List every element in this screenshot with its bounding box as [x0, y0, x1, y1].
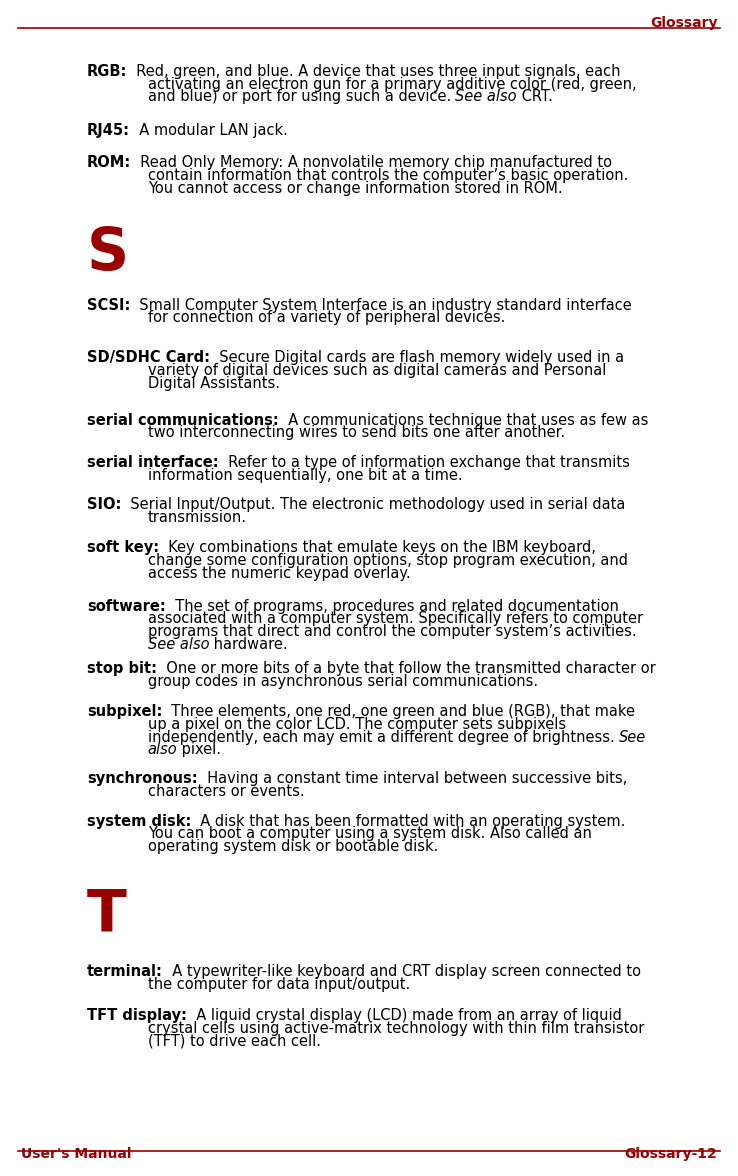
Text: synchronous:: synchronous: — [87, 771, 198, 786]
Text: See also: See also — [148, 636, 210, 652]
Text: CRT.: CRT. — [517, 89, 553, 105]
Text: A communications technique that uses as few as: A communications technique that uses as … — [279, 413, 648, 428]
Text: access the numeric keypad overlay.: access the numeric keypad overlay. — [148, 566, 410, 581]
Text: for connection of a variety of peripheral devices.: for connection of a variety of periphera… — [148, 310, 505, 326]
Text: change some configuration options, stop program execution, and: change some configuration options, stop … — [148, 553, 627, 568]
Text: also: also — [148, 742, 177, 757]
Text: (TFT) to drive each cell.: (TFT) to drive each cell. — [148, 1034, 320, 1049]
Text: Serial Input/Output. The electronic methodology used in serial data: Serial Input/Output. The electronic meth… — [122, 496, 626, 512]
Text: programs that direct and control the computer system’s activities.: programs that direct and control the com… — [148, 624, 636, 639]
Text: Digital Assistants.: Digital Assistants. — [148, 376, 280, 390]
Text: terminal:: terminal: — [87, 964, 163, 980]
Text: serial interface:: serial interface: — [87, 455, 218, 470]
Text: soft key:: soft key: — [87, 541, 159, 555]
Text: Three elements, one red, one green and blue (RGB), that make: Three elements, one red, one green and b… — [162, 704, 635, 720]
Text: Small Computer System Interface is an industry standard interface: Small Computer System Interface is an in… — [131, 298, 632, 313]
Text: variety of digital devices such as digital cameras and Personal: variety of digital devices such as digit… — [148, 363, 606, 379]
Text: A disk that has been formatted with an operating system.: A disk that has been formatted with an o… — [191, 814, 626, 829]
Text: two interconnecting wires to send bits one after another.: two interconnecting wires to send bits o… — [148, 426, 565, 441]
Text: T: T — [87, 887, 127, 943]
Text: RJ45:: RJ45: — [87, 123, 130, 139]
Text: SD/SDHC Card:: SD/SDHC Card: — [87, 350, 210, 366]
Text: up a pixel on the color LCD. The computer sets subpixels: up a pixel on the color LCD. The compute… — [148, 717, 566, 733]
Text: You cannot access or change information stored in ROM.: You cannot access or change information … — [148, 181, 562, 195]
Text: system disk:: system disk: — [87, 814, 191, 829]
Text: Read Only Memory: A nonvolatile memory chip manufactured to: Read Only Memory: A nonvolatile memory c… — [131, 155, 613, 171]
Text: Secure Digital cards are flash memory widely used in a: Secure Digital cards are flash memory wi… — [210, 350, 624, 366]
Text: associated with a computer system. Specifically refers to computer: associated with a computer system. Speci… — [148, 612, 643, 627]
Text: Key combinations that emulate keys on the IBM keyboard,: Key combinations that emulate keys on th… — [159, 541, 596, 555]
Text: Red, green, and blue. A device that uses three input signals, each: Red, green, and blue. A device that uses… — [128, 65, 621, 79]
Text: RGB:: RGB: — [87, 65, 128, 79]
Text: Glossary-12: Glossary-12 — [624, 1148, 717, 1162]
Text: A typewriter-like keyboard and CRT display screen connected to: A typewriter-like keyboard and CRT displ… — [163, 964, 641, 980]
Text: SIO:: SIO: — [87, 496, 122, 512]
Text: contain information that controls the computer’s basic operation.: contain information that controls the co… — [148, 168, 628, 183]
Text: pixel.: pixel. — [177, 742, 221, 757]
Text: software:: software: — [87, 599, 166, 614]
Text: operating system disk or bootable disk.: operating system disk or bootable disk. — [148, 840, 438, 854]
Text: subpixel:: subpixel: — [87, 704, 162, 720]
Text: See: See — [619, 730, 646, 744]
Text: Refer to a type of information exchange that transmits: Refer to a type of information exchange … — [218, 455, 630, 470]
Text: independently, each may emit a different degree of brightness.: independently, each may emit a different… — [148, 730, 619, 744]
Text: transmission.: transmission. — [148, 509, 246, 524]
Text: ROM:: ROM: — [87, 155, 131, 171]
Text: and blue) or port for using such a device.: and blue) or port for using such a devic… — [148, 89, 455, 105]
Text: See also: See also — [455, 89, 517, 105]
Text: A liquid crystal display (LCD) made from an array of liquid: A liquid crystal display (LCD) made from… — [187, 1009, 622, 1023]
Text: stop bit:: stop bit: — [87, 661, 157, 676]
Text: User's Manual: User's Manual — [21, 1148, 131, 1162]
Text: crystal cells using active-matrix technology with thin film transistor: crystal cells using active-matrix techno… — [148, 1021, 644, 1036]
Text: serial communications:: serial communications: — [87, 413, 279, 428]
Text: characters or events.: characters or events. — [148, 783, 304, 799]
Text: SCSI:: SCSI: — [87, 298, 131, 313]
Text: The set of programs, procedures and related documentation: The set of programs, procedures and rela… — [166, 599, 618, 614]
Text: information sequentially, one bit at a time.: information sequentially, one bit at a t… — [148, 468, 462, 483]
Text: S: S — [87, 226, 129, 282]
Text: group codes in asynchronous serial communications.: group codes in asynchronous serial commu… — [148, 674, 538, 689]
Text: A modular LAN jack.: A modular LAN jack. — [130, 123, 288, 139]
Text: Glossary: Glossary — [650, 16, 717, 29]
Text: One or more bits of a byte that follow the transmitted character or: One or more bits of a byte that follow t… — [157, 661, 656, 676]
Text: activating an electron gun for a primary additive color (red, green,: activating an electron gun for a primary… — [148, 76, 636, 92]
Text: Having a constant time interval between successive bits,: Having a constant time interval between … — [198, 771, 627, 786]
Text: hardware.: hardware. — [210, 636, 288, 652]
Text: TFT display:: TFT display: — [87, 1009, 187, 1023]
Text: You can boot a computer using a system disk. Also called an: You can boot a computer using a system d… — [148, 827, 591, 842]
Text: the computer for data input/output.: the computer for data input/output. — [148, 977, 410, 993]
